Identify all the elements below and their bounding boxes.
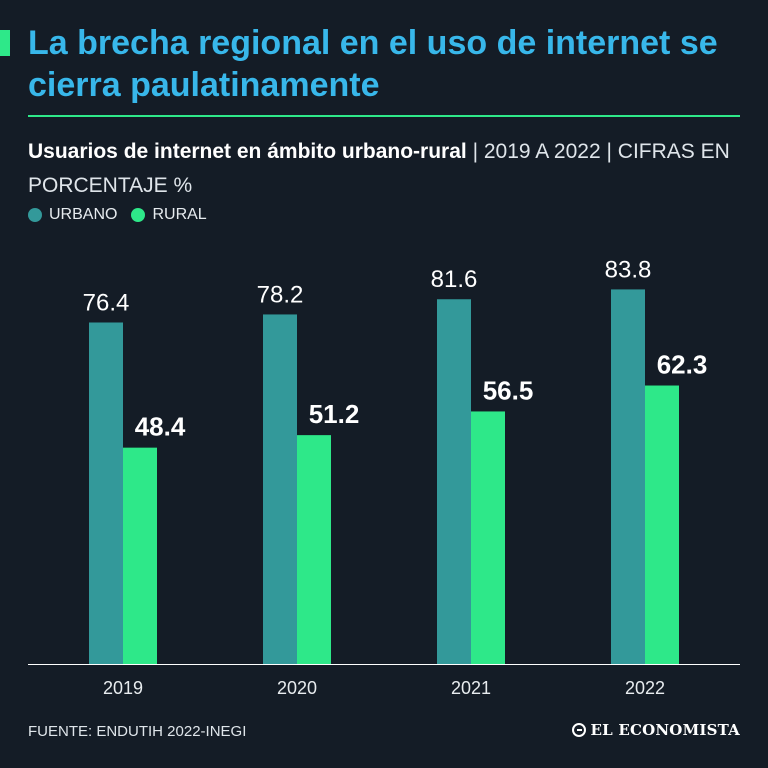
legend-label-rural: RURAL <box>152 206 207 223</box>
data-label-rural-2021: 56.5 <box>483 375 534 405</box>
data-label-urbano-2021: 81.6 <box>431 266 478 293</box>
bar-rural-2022 <box>645 385 679 664</box>
accent-bar <box>0 30 10 56</box>
data-label-urbano-2022: 83.8 <box>605 256 652 283</box>
x-tick-label-2022: 2022 <box>625 678 665 698</box>
legend-swatch-rural <box>131 208 146 222</box>
data-label-rural-2020: 51.2 <box>309 399 360 429</box>
x-tick-label-2020: 2020 <box>277 678 317 698</box>
source-note: FUENTE: ENDUTIH 2022-INEGI <box>28 723 247 740</box>
legend-label-urbano: URBANO <box>49 206 118 223</box>
bar-rural-2020 <box>297 435 331 664</box>
bar-urbano-2019 <box>89 322 123 664</box>
brand-name: EL ECONOMISTA <box>590 721 740 739</box>
data-label-rural-2019: 48.4 <box>135 412 186 442</box>
legend: URBANO RURAL <box>28 206 221 224</box>
headline: La brecha regional en el uso de internet… <box>28 24 718 104</box>
legend-item-rural: RURAL <box>131 206 207 224</box>
bar-urbano-2021 <box>437 299 471 664</box>
data-label-urbano-2019: 76.4 <box>83 289 130 316</box>
headline-divider <box>28 115 740 117</box>
data-label-rural-2022: 62.3 <box>657 350 708 380</box>
brand-mark-icon <box>571 723 586 737</box>
bar-urbano-2020 <box>263 314 297 664</box>
legend-item-urbano: URBANO <box>28 206 117 224</box>
bar-urbano-2022 <box>611 289 645 664</box>
data-label-urbano-2020: 78.2 <box>257 281 304 308</box>
subtitle: Usuarios de internet en ámbito urbano-ru… <box>28 135 740 203</box>
bar-rural-2019 <box>123 447 157 664</box>
brand-logo: EL ECONOMISTA <box>571 721 740 739</box>
bar-rural-2021 <box>471 411 505 664</box>
x-tick-label-2021: 2021 <box>451 678 491 698</box>
subtitle-main: Usuarios de internet en ámbito urbano-ru… <box>28 140 467 163</box>
legend-swatch-urbano <box>28 208 42 222</box>
x-tick-label-2019: 2019 <box>103 678 143 698</box>
subtitle-detail: | 2019 A 2022 | CIFRAS EN PORCENTAJE % <box>28 140 730 197</box>
